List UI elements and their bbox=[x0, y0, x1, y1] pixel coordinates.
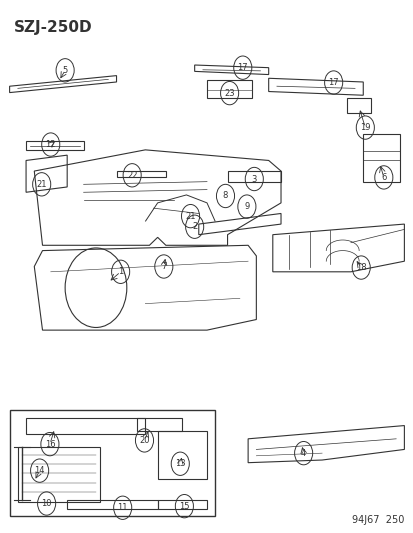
Text: 17: 17 bbox=[237, 63, 247, 72]
Text: 23: 23 bbox=[224, 88, 234, 98]
Text: 8: 8 bbox=[222, 191, 228, 200]
Text: 9: 9 bbox=[244, 202, 249, 211]
Text: 16: 16 bbox=[45, 440, 55, 449]
Text: SZJ-250D: SZJ-250D bbox=[14, 20, 92, 35]
Text: 4: 4 bbox=[300, 449, 306, 458]
Text: 21: 21 bbox=[36, 180, 47, 189]
Text: 22: 22 bbox=[127, 171, 137, 180]
Text: 14: 14 bbox=[34, 466, 45, 475]
Text: 10: 10 bbox=[41, 499, 52, 508]
Text: 21: 21 bbox=[185, 212, 195, 221]
Text: 18: 18 bbox=[355, 263, 366, 272]
Text: 7: 7 bbox=[161, 262, 166, 271]
Text: 6: 6 bbox=[380, 173, 386, 182]
Text: 19: 19 bbox=[359, 123, 370, 132]
Text: 15: 15 bbox=[179, 502, 189, 511]
Text: 94J67  250: 94J67 250 bbox=[351, 515, 404, 525]
Text: 12: 12 bbox=[45, 140, 56, 149]
Text: 5: 5 bbox=[62, 66, 68, 75]
Text: 11: 11 bbox=[117, 503, 128, 512]
Text: 3: 3 bbox=[251, 174, 256, 183]
Text: 1: 1 bbox=[118, 268, 123, 276]
Text: 13: 13 bbox=[175, 459, 185, 469]
Text: 20: 20 bbox=[139, 436, 150, 445]
Text: 17: 17 bbox=[328, 78, 338, 87]
Text: 2: 2 bbox=[192, 222, 197, 231]
